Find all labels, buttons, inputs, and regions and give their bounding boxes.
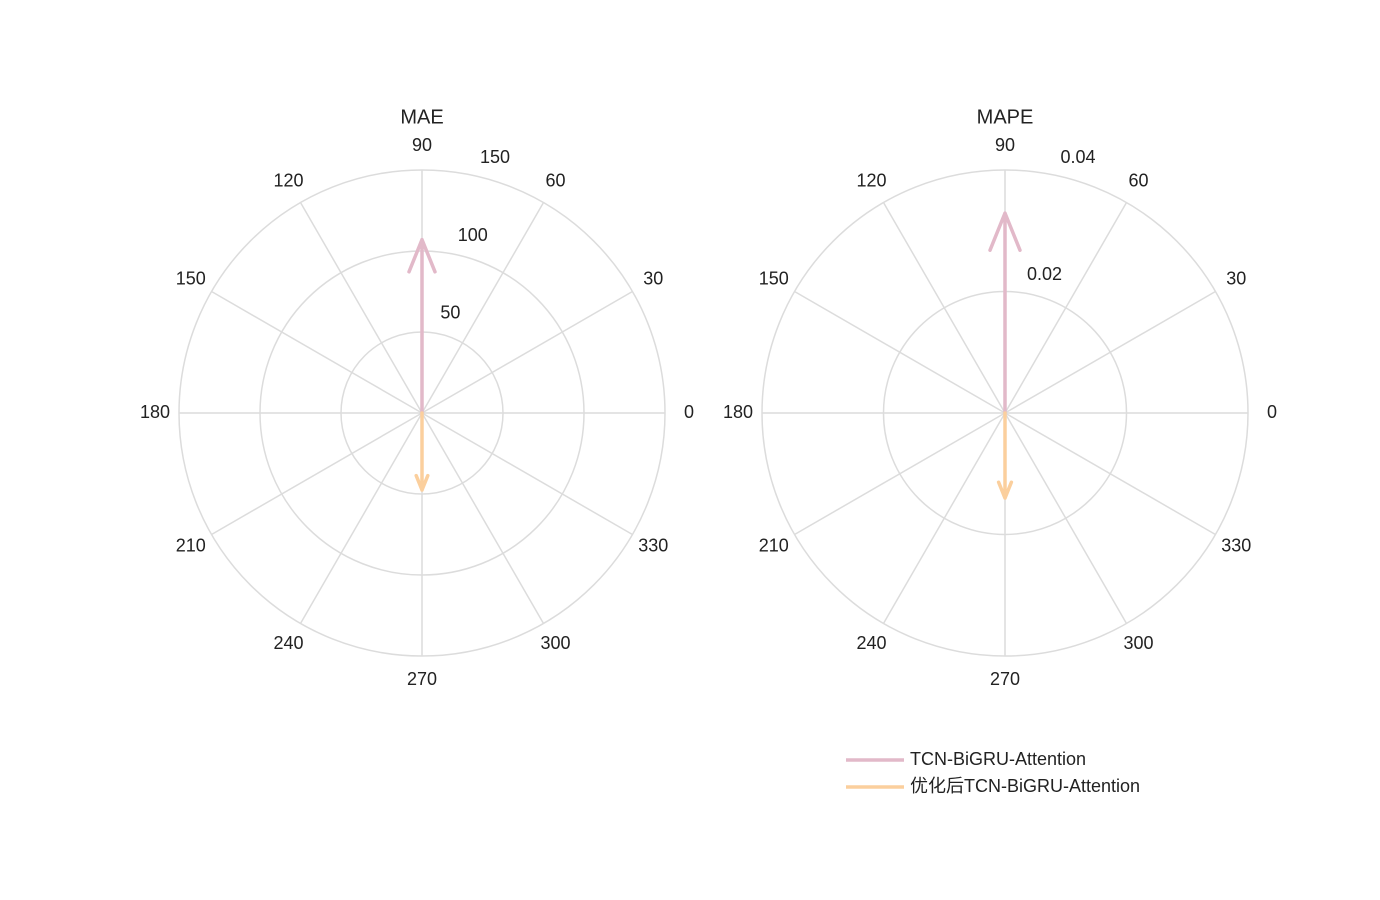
theta-tick-label: 30 xyxy=(643,268,663,288)
grid-spoke xyxy=(421,412,633,536)
theta-tick-label: 210 xyxy=(759,535,789,555)
grid-spoke xyxy=(421,290,633,414)
chart-title: MAE xyxy=(400,106,443,128)
theta-tick-label: 240 xyxy=(273,633,303,653)
theta-tick-label: 270 xyxy=(407,669,437,689)
grid-spoke xyxy=(794,290,1006,414)
theta-tick-label: 90 xyxy=(995,135,1015,155)
theta-tick-label: 180 xyxy=(723,402,753,422)
chart-title: MAPE xyxy=(977,106,1034,128)
compass-arrow xyxy=(407,237,437,415)
grid-spoke xyxy=(1004,290,1216,414)
grid-spoke xyxy=(211,290,423,414)
theta-tick-label: 120 xyxy=(856,171,886,191)
theta-tick-label: 60 xyxy=(545,171,565,191)
grid-spoke xyxy=(1004,202,1128,414)
grid-spoke xyxy=(1004,412,1216,536)
theta-tick-label: 270 xyxy=(990,669,1020,689)
theta-tick-label: 210 xyxy=(176,535,206,555)
theta-tick-label: 330 xyxy=(638,535,668,555)
legend-label: 优化后TCN-BiGRU-Attention xyxy=(910,776,1140,796)
compass-arrow xyxy=(996,411,1014,500)
grid-spoke xyxy=(299,412,423,624)
theta-tick-label: 150 xyxy=(759,268,789,288)
theta-tick-label: 90 xyxy=(412,135,432,155)
theta-tick-label: 240 xyxy=(856,633,886,653)
r-tick-label: 150 xyxy=(480,147,510,167)
theta-tick-label: 180 xyxy=(140,402,170,422)
r-tick-label: 50 xyxy=(440,303,460,323)
theta-tick-label: 0 xyxy=(684,402,694,422)
compass-arrow xyxy=(988,211,1022,415)
compass-arrow xyxy=(414,411,430,492)
grid-spoke xyxy=(421,202,545,414)
theta-tick-label: 60 xyxy=(1128,171,1148,191)
grid-spoke xyxy=(299,202,423,414)
theta-tick-label: 30 xyxy=(1226,268,1246,288)
theta-tick-label: 300 xyxy=(540,633,570,653)
legend-label: TCN-BiGRU-Attention xyxy=(910,749,1086,769)
r-tick-label: 100 xyxy=(458,225,488,245)
grid-spoke xyxy=(794,412,1006,536)
theta-tick-label: 0 xyxy=(1267,402,1277,422)
theta-tick-label: 120 xyxy=(273,171,303,191)
theta-tick-label: 150 xyxy=(176,268,206,288)
grid-spoke xyxy=(211,412,423,536)
theta-tick-label: 300 xyxy=(1123,633,1153,653)
grid-spoke xyxy=(421,412,545,624)
theta-tick-label: 330 xyxy=(1221,535,1251,555)
grid-spoke xyxy=(882,202,1006,414)
grid-spoke xyxy=(1004,412,1128,624)
r-tick-label: 0.04 xyxy=(1061,147,1096,167)
grid-spoke xyxy=(882,412,1006,624)
r-tick-label: 0.02 xyxy=(1027,264,1062,284)
